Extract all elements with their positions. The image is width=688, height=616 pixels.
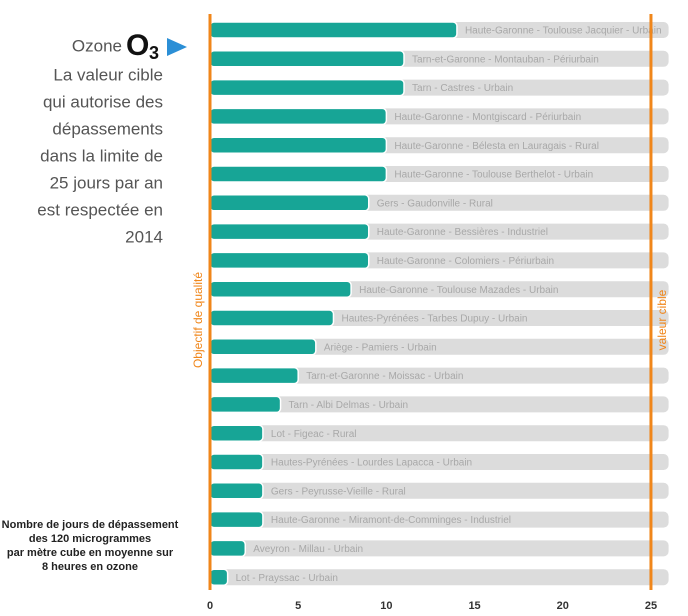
note-line: des 120 microgrammes: [29, 533, 151, 545]
bar: [209, 510, 264, 529]
bar-label: Haute-Garonne - Bélesta en Lauragais - R…: [394, 141, 599, 152]
bar: [209, 165, 388, 183]
bar: [209, 21, 458, 39]
bar: [209, 568, 229, 586]
bar-label: Tarn-et-Garonne - Montauban - Périurbain: [412, 54, 599, 65]
subtitle-line: qui autorise des: [43, 92, 163, 111]
subtitle-line: dépassements: [52, 119, 163, 138]
reference-label: Objectif de qualité: [191, 272, 205, 368]
x-tick-label: 5: [295, 600, 301, 612]
bar-track: [210, 569, 669, 586]
bar-label: Hautes-Pyrénées - Tarbes Dupuy - Urbain: [341, 314, 527, 325]
x-tick-label: 0: [207, 600, 213, 612]
bar-label: Tarn-et-Garonne - Moissac - Urbain: [306, 371, 463, 382]
bar-track: [210, 454, 669, 470]
bar: [209, 424, 264, 442]
bar-track: [210, 396, 669, 413]
bar-label: Haute-Garonne - Toulouse Jacquier - Urba…: [465, 26, 662, 37]
subtitle-line: 25 jours par an: [50, 173, 163, 192]
note-line: par mètre cube en moyenne sur: [7, 547, 174, 559]
bar: [209, 539, 247, 558]
bar-track: [210, 367, 669, 384]
bar: [209, 280, 352, 298]
bar-label: Haute-Garonne - Montgiscard - Périurbain: [394, 112, 581, 123]
bar-label: Ariège - Pamiers - Urbain: [324, 342, 437, 353]
note-line: 8 heures en ozone: [42, 561, 138, 573]
note-line: Nombre de jours de dépassement: [2, 519, 179, 531]
x-tick-label: 10: [380, 600, 392, 612]
bar-label: Gers - Gaudonville - Rural: [377, 198, 493, 209]
bar: [209, 136, 388, 154]
bar-track: [210, 482, 669, 499]
bar: [209, 338, 317, 356]
bar: [209, 194, 370, 212]
bar-label: Tarn - Castres - Urbain: [412, 83, 513, 94]
x-tick-label: 15: [468, 600, 480, 612]
bar-track: [210, 540, 669, 557]
bar-label: Haute-Garonne - Toulouse Berthelot - Urb…: [394, 170, 593, 181]
bar-label: Haute-Garonne - Toulouse Mazades - Urbai…: [359, 285, 558, 296]
bar-track: [210, 425, 669, 442]
bar-label: Haute-Garonne - Miramont-de-Comminges - …: [271, 515, 511, 526]
bar-track: [210, 338, 669, 355]
bar-label: Haute-Garonne - Bessières - Industriel: [377, 227, 548, 238]
subtitle-line: 2014: [125, 227, 163, 246]
bar-label: Aveyron - Millau - Urbain: [253, 544, 363, 555]
x-tick-label: 20: [557, 600, 569, 612]
bar: [209, 309, 335, 327]
subtitle-line: est respectée en: [37, 200, 163, 219]
reference-label: valeur cible: [655, 289, 669, 350]
title-subscript: 3: [149, 43, 159, 63]
subtitle-line: La valeur cible: [53, 65, 163, 84]
bar: [209, 482, 264, 500]
bar: [209, 453, 264, 471]
bar: [209, 366, 299, 385]
chart-title: Ozone: [72, 36, 122, 55]
bar-label: Tarn - Albi Delmas - Urbain: [289, 400, 408, 411]
bar-label: Hautes-Pyrénées - Lourdes Lapacca - Urba…: [271, 458, 472, 469]
bar-label: Lot - Prayssac - Urbain: [236, 573, 338, 584]
bar: [209, 50, 405, 68]
subtitle-line: dans la limite de: [40, 146, 163, 165]
bar: [209, 251, 370, 270]
bar: [209, 78, 405, 97]
arrow: [167, 38, 187, 56]
bar-label: Lot - Figeac - Rural: [271, 429, 357, 440]
bar: [209, 107, 388, 126]
x-tick-label: 25: [645, 600, 657, 612]
bar-label: Haute-Garonne - Colomiers - Périurbain: [377, 256, 554, 267]
bar: [209, 222, 370, 241]
bar-label: Gers - Peyrusse-Vieille - Rural: [271, 486, 406, 497]
bar-track: [210, 511, 669, 528]
bar: [209, 395, 282, 414]
title-symbol: O: [126, 29, 149, 62]
